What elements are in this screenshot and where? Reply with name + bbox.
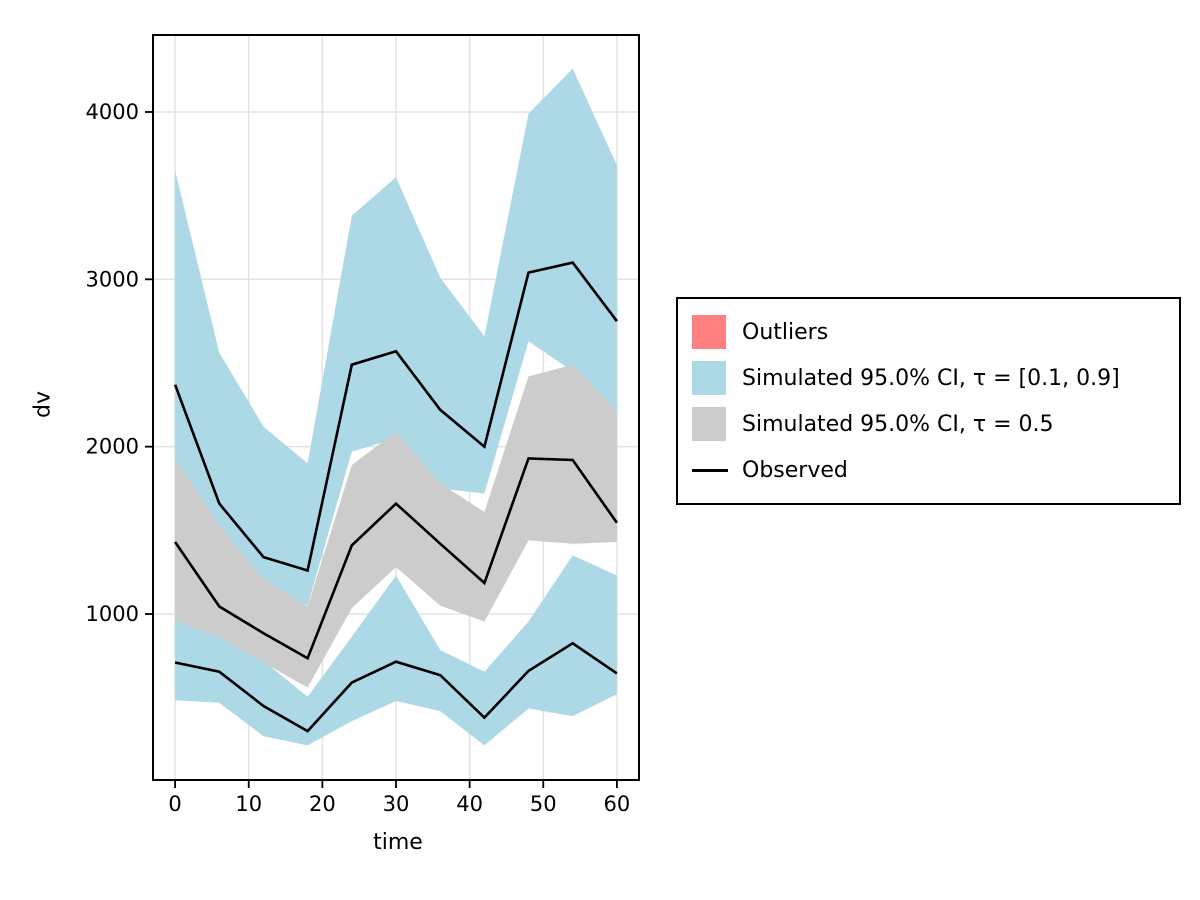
x-tick-label: 30: [383, 792, 410, 816]
x-tick-label: 40: [456, 792, 483, 816]
legend-item-ci-90: Simulated 95.0% CI, τ = [0.1, 0.9]: [692, 356, 1165, 400]
x-tick-label: 50: [530, 792, 557, 816]
y-tick-label: 3000: [86, 267, 139, 291]
ci-band-2: [175, 364, 617, 688]
y-tick-label: 1000: [86, 602, 139, 626]
observed-line-2: [174, 641, 618, 733]
ci-90-swatch-icon: [692, 361, 726, 395]
x-tick-label: 20: [309, 792, 336, 816]
y-tick-label: 4000: [86, 100, 139, 124]
x-tick-label: 0: [168, 792, 181, 816]
observed-line-1: [174, 457, 618, 661]
legend-item-ci-50: Simulated 95.0% CI, τ = 0.5: [692, 402, 1165, 446]
legend-label-ci-50: Simulated 95.0% CI, τ = 0.5: [742, 411, 1054, 437]
legend-item-outliers: Outliers: [692, 310, 1165, 354]
legend: Outliers Simulated 95.0% CI, τ = [0.1, 0…: [676, 297, 1181, 505]
x-tick-label: 10: [235, 792, 262, 816]
ci-50-swatch-icon: [692, 407, 726, 441]
legend-label-outliers: Outliers: [742, 319, 829, 345]
x-tick-label: 60: [604, 792, 631, 816]
legend-label-ci-90: Simulated 95.0% CI, τ = [0.1, 0.9]: [742, 365, 1120, 391]
ci-band-0: [175, 68, 617, 606]
y-axis-label: dv: [30, 391, 56, 418]
y-tick-label: 2000: [86, 435, 139, 459]
observed-line-icon: [692, 468, 728, 472]
legend-item-observed: Observed: [692, 448, 1165, 492]
outliers-swatch-icon: [692, 315, 726, 349]
ci-band-1: [175, 555, 617, 746]
x-axis-label: time: [373, 830, 423, 855]
observed-line-0: [173, 261, 618, 573]
legend-label-observed: Observed: [742, 457, 848, 483]
